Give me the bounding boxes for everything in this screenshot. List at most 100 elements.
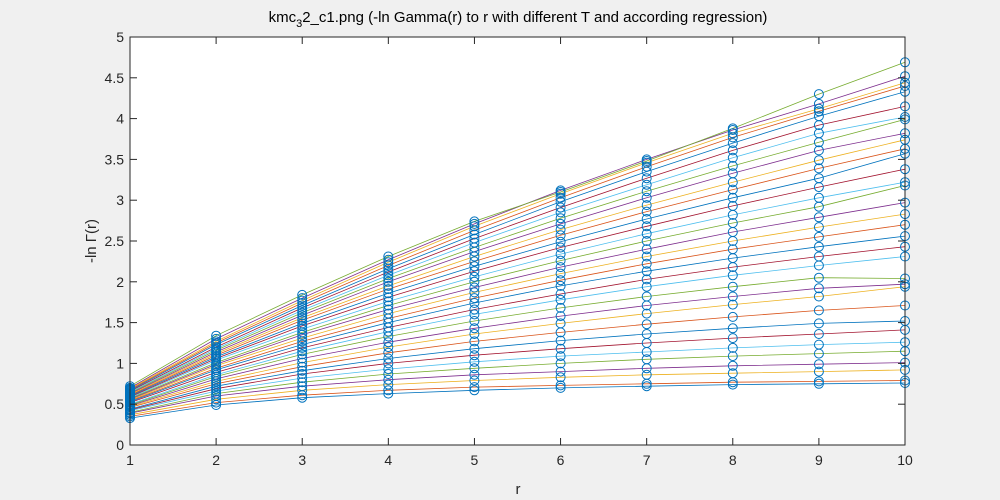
data-point: [813, 272, 824, 283]
series-line-19: [129, 185, 906, 399]
data-point: [555, 382, 566, 393]
series-line-23: [129, 148, 906, 396]
data-point: [727, 128, 738, 139]
data-point: [727, 368, 738, 379]
data-point: [469, 221, 480, 232]
data-point: [813, 318, 824, 329]
data-point: [813, 155, 824, 166]
chart-title: kmc32_c1.png (-ln Gamma(r) to r with dif…: [269, 9, 768, 30]
data-point: [383, 353, 394, 364]
data-point: [383, 374, 394, 385]
x-tick-label: 9: [815, 452, 823, 468]
y-tick-label: 2.5: [105, 233, 125, 249]
x-axis-label: r: [516, 481, 521, 498]
data-point: [297, 365, 308, 376]
y-tick-label: 1: [116, 355, 124, 371]
data-point: [555, 268, 566, 279]
data-point: [469, 336, 480, 347]
x-tick-label: 3: [298, 452, 306, 468]
series-line-26: [129, 119, 906, 394]
data-point: [469, 363, 480, 374]
series-line-10: [129, 286, 906, 407]
data-point: [297, 302, 308, 313]
data-point: [211, 383, 222, 394]
data-point: [383, 292, 394, 303]
data-point: [211, 336, 222, 347]
y-axis: 0 0.5 1 1.5 2 2.5 3 3.5 4 4.5 5: [105, 29, 905, 453]
data-point: [555, 230, 566, 241]
data-point: [469, 218, 480, 229]
data-point: [469, 304, 480, 315]
data-point: [641, 236, 652, 246]
data-point: [383, 273, 394, 284]
series-line-28: [129, 106, 906, 392]
data-point: [813, 98, 824, 109]
series-line-15: [129, 235, 906, 403]
y-tick-label: 0.5: [105, 396, 125, 412]
y-tick-label: 4: [116, 111, 124, 127]
data-point: [813, 241, 824, 252]
data-point: [727, 342, 738, 353]
data-point: [555, 294, 566, 305]
data-point: [211, 342, 222, 353]
data-point: [469, 261, 480, 272]
data-point: [555, 236, 566, 247]
data-point: [813, 222, 824, 233]
data-point: [641, 186, 652, 197]
data-point: [641, 281, 652, 292]
data-point: [727, 323, 738, 334]
x-tick-label: 10: [897, 452, 913, 468]
series-line-7: [129, 329, 906, 411]
data-point: [813, 173, 824, 184]
data-point: [383, 364, 394, 375]
series-line-16: [129, 224, 906, 402]
y-tick-label: 4.5: [105, 70, 125, 86]
data-point: [727, 152, 738, 163]
y-tick-label: 2: [116, 274, 124, 290]
data-point: [211, 386, 222, 397]
series-line-8: [129, 320, 906, 410]
data-point: [727, 160, 738, 171]
data-point: [383, 267, 394, 277]
data-point: [555, 192, 566, 203]
data-point: [555, 255, 566, 266]
data-point: [555, 275, 566, 286]
data-point: [469, 369, 480, 380]
data-point: [555, 280, 566, 291]
data-point: [641, 251, 652, 262]
data-point: [727, 333, 738, 344]
data-point: [813, 283, 824, 294]
data-point: [727, 311, 738, 322]
data-point: [555, 343, 566, 354]
series-line-22: [129, 153, 906, 397]
data-point: [641, 354, 652, 365]
series-line-32: [129, 75, 906, 389]
data-point: [297, 293, 308, 304]
data-point: [813, 111, 824, 122]
data-point: [727, 360, 738, 371]
data-point: [297, 315, 308, 326]
data-point: [469, 382, 480, 393]
data-point: [383, 270, 394, 281]
data-point: [297, 289, 308, 300]
data-point: [555, 318, 566, 329]
data-point: [813, 376, 824, 387]
data-point: [555, 366, 566, 377]
data-point: [469, 350, 480, 361]
data-point: [211, 394, 222, 405]
data-point: [383, 280, 394, 291]
data-point: [727, 218, 738, 228]
data-point: [211, 391, 222, 401]
x-tick-label: 7: [643, 452, 651, 468]
series-line-18: [129, 202, 906, 400]
data-point: [469, 256, 480, 267]
data-point: [469, 316, 480, 326]
x-tick-label: 4: [384, 452, 392, 468]
series-line-21: [129, 168, 906, 398]
x-axis: 1 2 3 4 5 6 7 8 9 10: [126, 37, 913, 468]
data-point: [383, 300, 394, 311]
y-tick-label: 0: [116, 437, 124, 453]
plot-area: [130, 37, 905, 445]
data-point: [297, 342, 308, 353]
y-tick-label: 3: [116, 192, 124, 208]
